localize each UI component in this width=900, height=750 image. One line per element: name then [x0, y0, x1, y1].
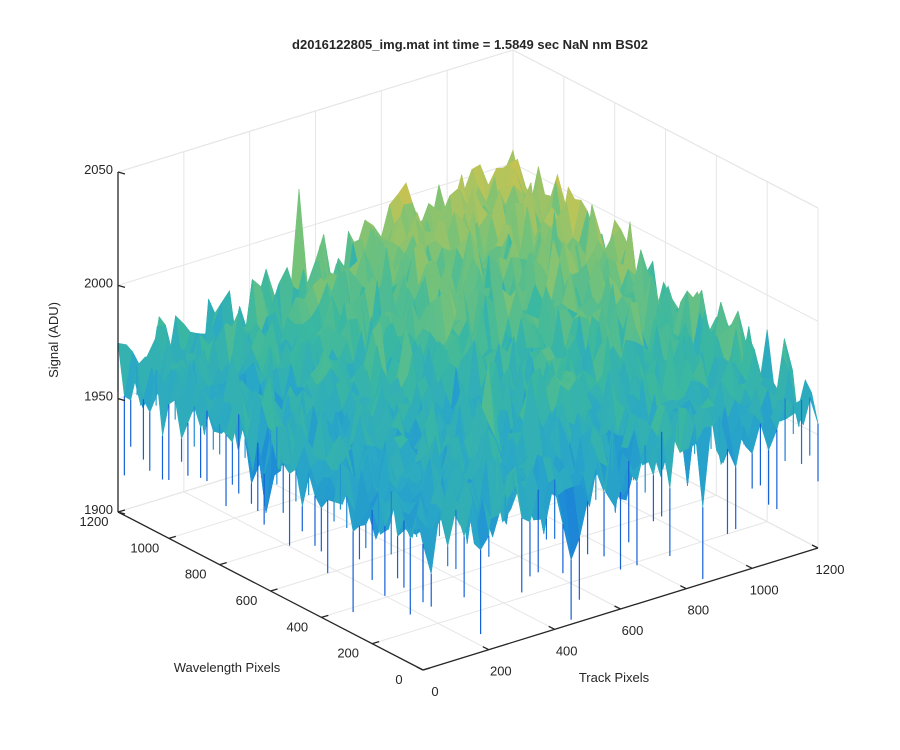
- x-tick: [416, 666, 424, 671]
- z-tick-label: 2050: [84, 162, 113, 177]
- z-tick-label: 1950: [84, 389, 113, 404]
- z-axis-label: Signal (ADU): [46, 302, 61, 378]
- y-tick-label: 1000: [130, 540, 159, 555]
- y-tick-label: 1200: [80, 514, 109, 529]
- x-tick: [548, 625, 555, 630]
- x-tick: [614, 605, 621, 610]
- x-tick-label: 200: [490, 664, 512, 679]
- tick-labels: 0 200 400 600 800 1000 1200 0 200 400 600 800 1000 12…: [80, 162, 845, 699]
- y-axis-label: Wavelength Pixels: [174, 660, 281, 675]
- chart-title: d2016122805_img.mat int time = 1.5849 se…: [292, 37, 648, 52]
- y-tick: [422, 667, 431, 671]
- grid-line-wavelength: [372, 521, 768, 645]
- z-tick: [117, 284, 126, 288]
- tick-marks: [117, 171, 819, 671]
- surface-plot: [117, 149, 819, 635]
- x-tick-label: 0: [431, 684, 438, 699]
- z-tick-label: 2000: [84, 275, 113, 290]
- y-tick: [270, 588, 278, 592]
- x-tick: [482, 646, 490, 651]
- z-tick: [117, 171, 126, 175]
- x-tick-label: 1000: [750, 582, 779, 597]
- x-tick-label: 600: [622, 623, 644, 638]
- grid-line-wavelength: [321, 494, 717, 618]
- y-tick: [371, 641, 380, 645]
- surface-cell: [416, 514, 432, 574]
- y-tick-label: 400: [286, 619, 308, 634]
- x-tick-label: 800: [687, 603, 709, 618]
- y-tick: [219, 562, 227, 566]
- x-tick: [745, 564, 753, 569]
- x-tick: [811, 544, 819, 549]
- y-tick: [168, 535, 177, 539]
- z-tick: [117, 398, 126, 402]
- x-tick-label: 400: [556, 643, 578, 658]
- y-tick: [321, 614, 329, 618]
- grid-line-signal: [117, 49, 819, 209]
- x-axis-label: Track Pixels: [579, 670, 650, 685]
- y-tick-label: 0: [395, 672, 402, 687]
- z-tick: [117, 511, 126, 515]
- z-tick-label: 1900: [84, 502, 113, 517]
- y-tick-label: 200: [337, 646, 359, 661]
- x-tick: [680, 585, 687, 590]
- y-tick-label: 800: [185, 567, 207, 582]
- x-tick-label: 1200: [816, 562, 845, 577]
- y-tick-label: 600: [236, 593, 258, 608]
